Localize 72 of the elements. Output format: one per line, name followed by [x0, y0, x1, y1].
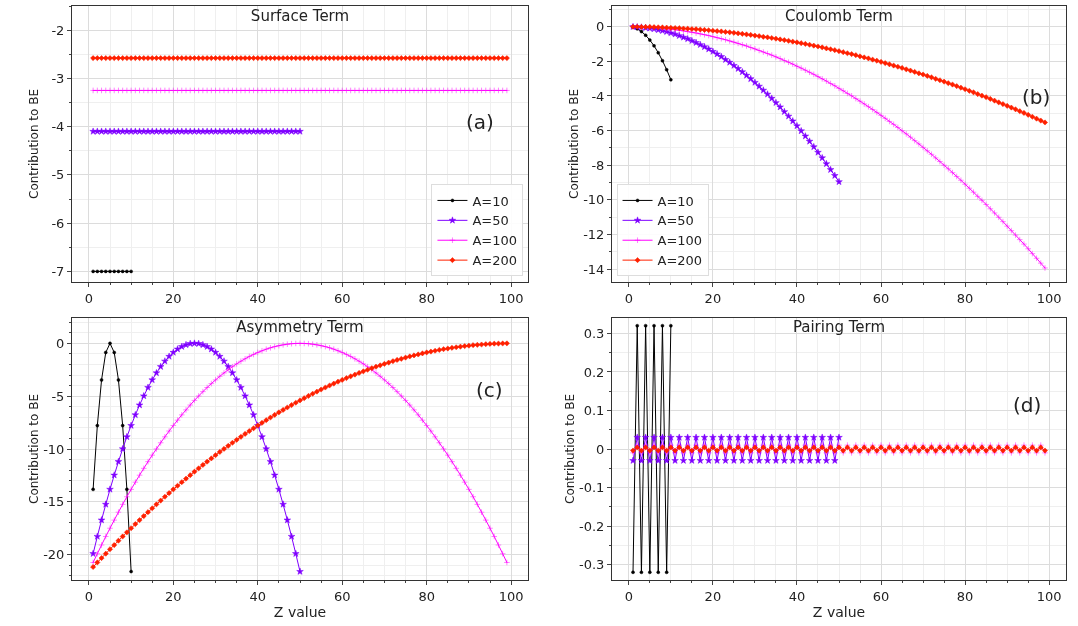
y-axis-title: Contribution to BE [563, 394, 578, 504]
y-tick-label: -0.3 [579, 557, 605, 573]
y-tick-label: -0.2 [579, 518, 605, 534]
x-tick-label: 80 [956, 588, 974, 604]
y-tick-label: -5 [51, 388, 65, 404]
x-tick-label: 0 [624, 290, 633, 306]
x-tick-label: 40 [788, 290, 806, 306]
legend-label: A=50 [657, 213, 694, 229]
x-tick-label: 0 [84, 290, 94, 306]
y-tick-label: -4 [591, 88, 605, 104]
x-tick-label: 100 [1036, 588, 1062, 604]
x-tick-label: 20 [704, 588, 722, 604]
y-tick-label: -10 [583, 192, 605, 208]
x-tick-label: 100 [1036, 290, 1062, 306]
y-tick-label: -2 [591, 53, 605, 69]
y-tick-label: -5 [51, 167, 65, 183]
y-tick-label: -0.1 [579, 480, 605, 496]
x-tick-label: 100 [498, 588, 524, 604]
x-tick-label: 60 [333, 290, 351, 306]
y-tick-label: 0.2 [583, 364, 605, 380]
x-tick-label: 80 [418, 290, 435, 306]
chart-title: Coulomb Term [785, 6, 893, 25]
legend-label: A=200 [657, 253, 703, 269]
y-axis-title: Contribution to BE [567, 89, 581, 199]
y-tick-label: -6 [591, 123, 605, 139]
x-tick-label: 20 [165, 588, 182, 604]
y-tick-label: -4 [51, 119, 65, 135]
x-tick-label: 20 [704, 290, 722, 306]
y-tick-label: -10 [43, 441, 65, 457]
legend-label: A=100 [472, 233, 518, 249]
y-tick-label: -6 [51, 215, 65, 231]
y-tick-label: -12 [583, 226, 605, 242]
y-axis-title: Contribution to BE [27, 394, 41, 504]
legend-label: A=200 [472, 253, 518, 269]
legend-label: A=10 [472, 193, 509, 209]
annotation: (b) [1022, 85, 1051, 109]
x-tick-label: 0 [624, 588, 633, 604]
x-tick-label: 80 [418, 588, 435, 604]
x-tick-label: 20 [165, 290, 182, 306]
x-tick-label: 100 [498, 290, 524, 306]
annotation: (c) [476, 378, 503, 402]
chart-title: Pairing Term [792, 318, 886, 337]
y-axis-title: Contribution to BE [27, 89, 41, 199]
y-tick-label: 0 [56, 335, 65, 351]
x-tick-label: 60 [872, 588, 890, 604]
y-tick-label: -3 [51, 70, 65, 86]
chart-title: Surface Term [250, 6, 350, 25]
x-tick-label: 0 [84, 588, 94, 604]
y-tick-label: -14 [583, 261, 605, 277]
legend-label: A=10 [657, 193, 694, 209]
chart-title: Asymmetry Term [236, 318, 364, 337]
x-tick-label: 60 [333, 588, 351, 604]
y-tick-label: -15 [43, 494, 65, 510]
x-axis-title: Z value [273, 603, 327, 620]
y-tick-label: 0.1 [583, 403, 605, 419]
y-tick-label: 0.3 [583, 325, 605, 341]
legend-label: A=50 [472, 213, 509, 229]
y-tick-label: -8 [591, 157, 605, 173]
x-axis-title: Z value [812, 603, 866, 620]
legend-label: A=100 [657, 233, 703, 249]
y-tick-label: -7 [51, 263, 65, 279]
y-tick-label: 0 [596, 441, 605, 457]
y-tick-label: -2 [51, 22, 65, 38]
x-tick-label: 40 [249, 588, 267, 604]
x-tick-label: 40 [788, 588, 806, 604]
x-tick-label: 80 [956, 290, 974, 306]
x-tick-label: 60 [872, 290, 890, 306]
annotation: (d) [1013, 393, 1042, 417]
annotation: (a) [466, 110, 494, 134]
x-tick-label: 40 [249, 290, 267, 306]
y-tick-label: -20 [43, 547, 65, 563]
y-tick-label: 0 [596, 19, 605, 35]
